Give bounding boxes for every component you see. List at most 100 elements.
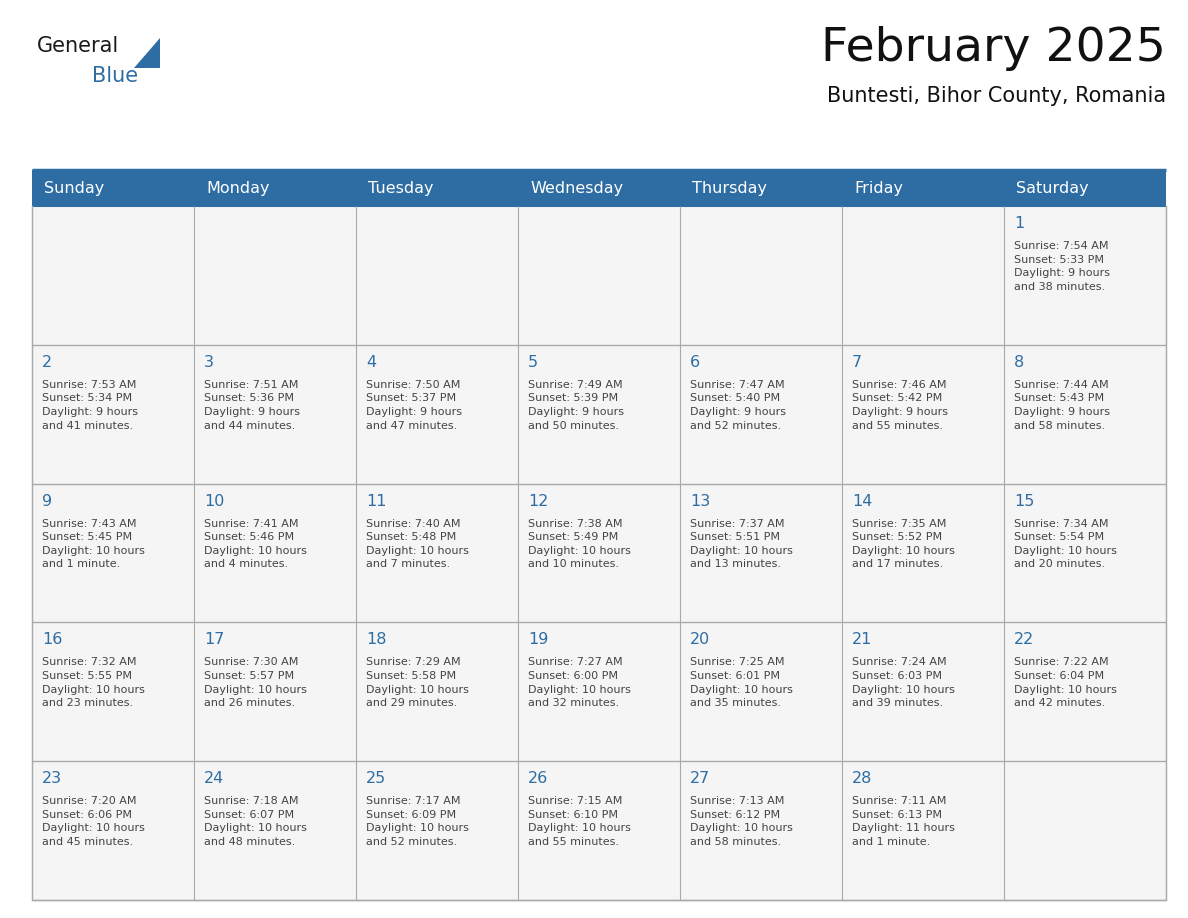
Bar <box>842 345 1004 484</box>
Text: General: General <box>37 36 119 56</box>
Text: Sunrise: 7:35 AM
Sunset: 5:52 PM
Daylight: 10 hours
and 17 minutes.: Sunrise: 7:35 AM Sunset: 5:52 PM Dayligh… <box>852 519 955 569</box>
Text: 28: 28 <box>852 771 872 786</box>
Bar <box>1004 761 1165 900</box>
Text: Sunrise: 7:43 AM
Sunset: 5:45 PM
Daylight: 10 hours
and 1 minute.: Sunrise: 7:43 AM Sunset: 5:45 PM Dayligh… <box>42 519 145 569</box>
Text: Sunrise: 7:22 AM
Sunset: 6:04 PM
Daylight: 10 hours
and 42 minutes.: Sunrise: 7:22 AM Sunset: 6:04 PM Dayligh… <box>1015 657 1117 708</box>
Bar <box>194 622 356 761</box>
Bar <box>32 170 1165 206</box>
Text: 7: 7 <box>852 354 862 370</box>
Text: Sunrise: 7:40 AM
Sunset: 5:48 PM
Daylight: 10 hours
and 7 minutes.: Sunrise: 7:40 AM Sunset: 5:48 PM Dayligh… <box>366 519 469 569</box>
Text: 20: 20 <box>690 633 710 647</box>
Text: Sunrise: 7:17 AM
Sunset: 6:09 PM
Daylight: 10 hours
and 52 minutes.: Sunrise: 7:17 AM Sunset: 6:09 PM Dayligh… <box>366 796 469 847</box>
Text: 1: 1 <box>1015 216 1024 231</box>
Bar <box>194 345 356 484</box>
Text: Thursday: Thursday <box>691 181 767 196</box>
Text: Saturday: Saturday <box>1016 181 1088 196</box>
Bar <box>32 345 194 484</box>
Text: Sunrise: 7:27 AM
Sunset: 6:00 PM
Daylight: 10 hours
and 32 minutes.: Sunrise: 7:27 AM Sunset: 6:00 PM Dayligh… <box>527 657 631 708</box>
Text: Tuesday: Tuesday <box>368 181 434 196</box>
Text: Sunrise: 7:34 AM
Sunset: 5:54 PM
Daylight: 10 hours
and 20 minutes.: Sunrise: 7:34 AM Sunset: 5:54 PM Dayligh… <box>1015 519 1117 569</box>
Bar <box>194 484 356 622</box>
Text: 15: 15 <box>1015 494 1035 509</box>
Text: Blue: Blue <box>91 66 138 86</box>
Text: Sunrise: 7:25 AM
Sunset: 6:01 PM
Daylight: 10 hours
and 35 minutes.: Sunrise: 7:25 AM Sunset: 6:01 PM Dayligh… <box>690 657 792 708</box>
Text: 26: 26 <box>527 771 548 786</box>
Bar <box>32 206 194 345</box>
Text: 11: 11 <box>366 494 386 509</box>
Text: 6: 6 <box>690 354 700 370</box>
Text: 4: 4 <box>366 354 377 370</box>
Text: Sunrise: 7:32 AM
Sunset: 5:55 PM
Daylight: 10 hours
and 23 minutes.: Sunrise: 7:32 AM Sunset: 5:55 PM Dayligh… <box>42 657 145 708</box>
Bar <box>356 345 518 484</box>
Text: Sunrise: 7:38 AM
Sunset: 5:49 PM
Daylight: 10 hours
and 10 minutes.: Sunrise: 7:38 AM Sunset: 5:49 PM Dayligh… <box>527 519 631 569</box>
Bar <box>518 484 680 622</box>
Text: Sunrise: 7:20 AM
Sunset: 6:06 PM
Daylight: 10 hours
and 45 minutes.: Sunrise: 7:20 AM Sunset: 6:06 PM Dayligh… <box>42 796 145 847</box>
Text: Monday: Monday <box>206 181 270 196</box>
Bar <box>680 622 842 761</box>
Bar <box>842 484 1004 622</box>
Bar <box>194 761 356 900</box>
Text: Sunrise: 7:47 AM
Sunset: 5:40 PM
Daylight: 9 hours
and 52 minutes.: Sunrise: 7:47 AM Sunset: 5:40 PM Dayligh… <box>690 380 786 431</box>
Text: 27: 27 <box>690 771 710 786</box>
Text: 22: 22 <box>1015 633 1035 647</box>
Bar <box>518 761 680 900</box>
Text: Sunrise: 7:54 AM
Sunset: 5:33 PM
Daylight: 9 hours
and 38 minutes.: Sunrise: 7:54 AM Sunset: 5:33 PM Dayligh… <box>1015 241 1110 292</box>
Bar <box>518 622 680 761</box>
Bar <box>32 484 194 622</box>
Bar <box>1004 206 1165 345</box>
Text: Sunrise: 7:30 AM
Sunset: 5:57 PM
Daylight: 10 hours
and 26 minutes.: Sunrise: 7:30 AM Sunset: 5:57 PM Dayligh… <box>204 657 307 708</box>
Text: Sunrise: 7:18 AM
Sunset: 6:07 PM
Daylight: 10 hours
and 48 minutes.: Sunrise: 7:18 AM Sunset: 6:07 PM Dayligh… <box>204 796 307 847</box>
Bar <box>356 484 518 622</box>
Text: 23: 23 <box>42 771 62 786</box>
Text: 5: 5 <box>527 354 538 370</box>
Text: Sunday: Sunday <box>44 181 105 196</box>
Bar <box>32 761 194 900</box>
Bar <box>518 345 680 484</box>
Text: 17: 17 <box>204 633 225 647</box>
Text: Buntesti, Bihor County, Romania: Buntesti, Bihor County, Romania <box>827 86 1165 106</box>
Bar <box>680 484 842 622</box>
Text: Wednesday: Wednesday <box>530 181 624 196</box>
Text: Sunrise: 7:46 AM
Sunset: 5:42 PM
Daylight: 9 hours
and 55 minutes.: Sunrise: 7:46 AM Sunset: 5:42 PM Dayligh… <box>852 380 948 431</box>
Bar <box>356 761 518 900</box>
Bar <box>1004 484 1165 622</box>
Text: Sunrise: 7:11 AM
Sunset: 6:13 PM
Daylight: 11 hours
and 1 minute.: Sunrise: 7:11 AM Sunset: 6:13 PM Dayligh… <box>852 796 955 847</box>
Text: 2: 2 <box>42 354 52 370</box>
Text: 10: 10 <box>204 494 225 509</box>
Text: 3: 3 <box>204 354 214 370</box>
Text: Sunrise: 7:41 AM
Sunset: 5:46 PM
Daylight: 10 hours
and 4 minutes.: Sunrise: 7:41 AM Sunset: 5:46 PM Dayligh… <box>204 519 307 569</box>
Text: February 2025: February 2025 <box>821 26 1165 71</box>
Text: Sunrise: 7:53 AM
Sunset: 5:34 PM
Daylight: 9 hours
and 41 minutes.: Sunrise: 7:53 AM Sunset: 5:34 PM Dayligh… <box>42 380 138 431</box>
Text: 24: 24 <box>204 771 225 786</box>
Bar <box>842 206 1004 345</box>
Text: 16: 16 <box>42 633 63 647</box>
Bar <box>356 206 518 345</box>
Text: Sunrise: 7:37 AM
Sunset: 5:51 PM
Daylight: 10 hours
and 13 minutes.: Sunrise: 7:37 AM Sunset: 5:51 PM Dayligh… <box>690 519 792 569</box>
Text: 13: 13 <box>690 494 710 509</box>
Bar <box>1004 622 1165 761</box>
Text: Sunrise: 7:15 AM
Sunset: 6:10 PM
Daylight: 10 hours
and 55 minutes.: Sunrise: 7:15 AM Sunset: 6:10 PM Dayligh… <box>527 796 631 847</box>
Text: Sunrise: 7:49 AM
Sunset: 5:39 PM
Daylight: 9 hours
and 50 minutes.: Sunrise: 7:49 AM Sunset: 5:39 PM Dayligh… <box>527 380 624 431</box>
Text: 9: 9 <box>42 494 52 509</box>
Text: 19: 19 <box>527 633 549 647</box>
Text: 25: 25 <box>366 771 386 786</box>
Bar <box>356 622 518 761</box>
Bar <box>680 206 842 345</box>
Bar <box>680 345 842 484</box>
Text: 8: 8 <box>1015 354 1024 370</box>
Text: Sunrise: 7:13 AM
Sunset: 6:12 PM
Daylight: 10 hours
and 58 minutes.: Sunrise: 7:13 AM Sunset: 6:12 PM Dayligh… <box>690 796 792 847</box>
Bar <box>32 622 194 761</box>
Text: Sunrise: 7:50 AM
Sunset: 5:37 PM
Daylight: 9 hours
and 47 minutes.: Sunrise: 7:50 AM Sunset: 5:37 PM Dayligh… <box>366 380 462 431</box>
Text: Sunrise: 7:24 AM
Sunset: 6:03 PM
Daylight: 10 hours
and 39 minutes.: Sunrise: 7:24 AM Sunset: 6:03 PM Dayligh… <box>852 657 955 708</box>
Bar <box>842 761 1004 900</box>
Text: 21: 21 <box>852 633 872 647</box>
Text: Sunrise: 7:29 AM
Sunset: 5:58 PM
Daylight: 10 hours
and 29 minutes.: Sunrise: 7:29 AM Sunset: 5:58 PM Dayligh… <box>366 657 469 708</box>
Text: Friday: Friday <box>854 181 903 196</box>
Bar <box>194 206 356 345</box>
Bar <box>680 761 842 900</box>
Text: 14: 14 <box>852 494 872 509</box>
Bar <box>518 206 680 345</box>
Text: 12: 12 <box>527 494 549 509</box>
Bar <box>842 622 1004 761</box>
Text: Sunrise: 7:51 AM
Sunset: 5:36 PM
Daylight: 9 hours
and 44 minutes.: Sunrise: 7:51 AM Sunset: 5:36 PM Dayligh… <box>204 380 301 431</box>
